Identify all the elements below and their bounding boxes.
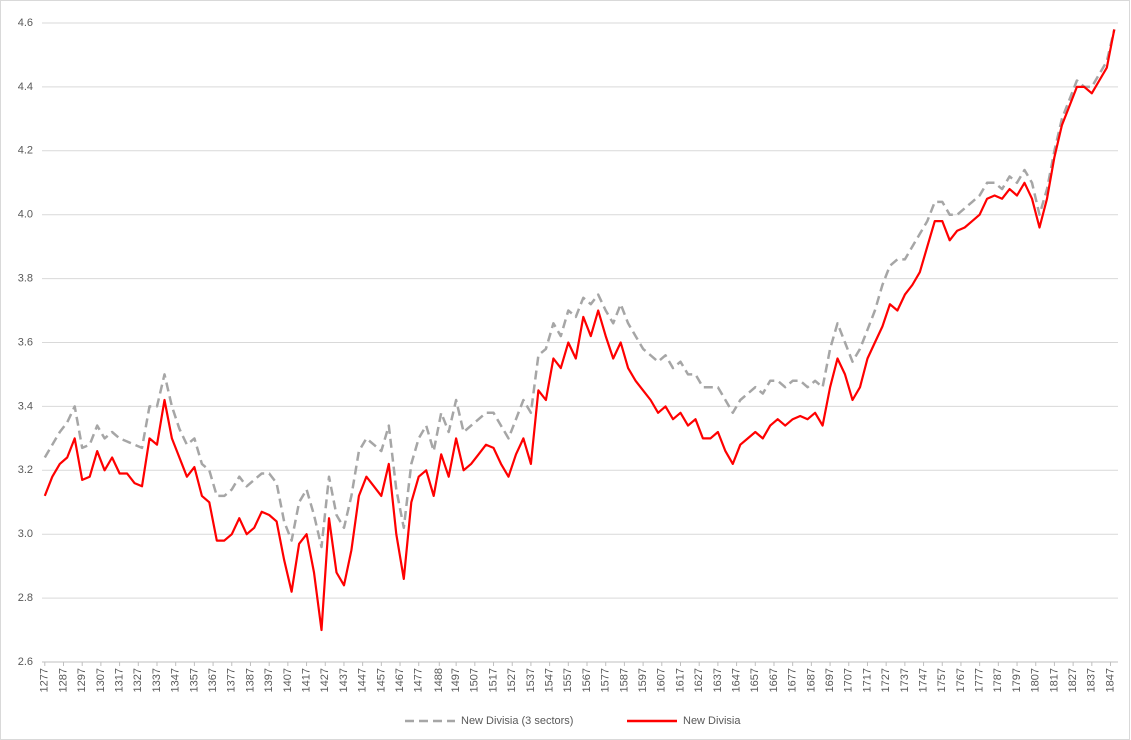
y-tick-label: 4.6 (18, 17, 33, 29)
x-tick-label: 1517 (487, 668, 499, 692)
x-tick-label: 1277 (39, 668, 51, 692)
x-tick-label: 1777 (974, 668, 986, 692)
x-tick-label: 1767 (955, 668, 967, 692)
y-tick-label: 3.0 (18, 528, 33, 540)
x-tick-label: 1647 (730, 668, 742, 692)
x-tick-label: 1557 (562, 668, 574, 692)
x-tick-label: 1817 (1048, 668, 1060, 692)
x-tick-label: 1327 (132, 668, 144, 692)
x-tick-label: 1747 (917, 668, 929, 692)
series-line (43, 29, 1116, 632)
x-tick-label: 1797 (1011, 668, 1023, 692)
x-tick-label: 1827 (1067, 668, 1079, 692)
x-tick-label: 1307 (95, 668, 107, 692)
x-tick-label: 1717 (861, 668, 873, 692)
x-tick-label: 1617 (674, 668, 686, 692)
x-tick-label: 1347 (170, 668, 182, 692)
x-tick-label: 1657 (749, 668, 761, 692)
y-tick-label: 3.8 (18, 273, 33, 285)
legend-label: New Divisia (3 sectors) (461, 715, 573, 727)
x-tick-label: 1427 (319, 668, 331, 692)
x-tick-label: 1537 (525, 668, 537, 692)
x-tick-label: 1357 (188, 668, 200, 692)
legend-label: New Divisia (683, 715, 741, 727)
x-tick-label: 1567 (581, 668, 593, 692)
x-tick-label: 1367 (207, 668, 219, 692)
y-tick-label: 3.6 (18, 336, 33, 348)
x-tick-label: 1297 (76, 668, 88, 692)
x-tick-label: 1607 (656, 668, 668, 692)
x-tick-label: 1687 (805, 668, 817, 692)
x-tick-label: 1507 (469, 668, 481, 692)
x-tick-label: 1467 (394, 668, 406, 692)
x-tick-label: 1377 (226, 668, 238, 692)
x-tick-label: 1547 (544, 668, 556, 692)
x-tick-label: 1437 (338, 668, 350, 692)
x-tick-label: 1497 (450, 668, 462, 692)
x-tick-label: 1587 (618, 668, 630, 692)
x-tick-label: 1697 (824, 668, 836, 692)
y-tick-label: 2.8 (18, 592, 33, 604)
y-tick-label: 4.2 (18, 145, 33, 157)
x-tick-label: 1727 (880, 668, 892, 692)
x-tick-label: 1407 (282, 668, 294, 692)
series-line (43, 29, 1116, 549)
x-tick-label: 1637 (712, 668, 724, 692)
x-tick-label: 1488 (433, 668, 445, 692)
x-tick-label: 1577 (600, 668, 612, 692)
x-tick-label: 1457 (375, 668, 387, 692)
y-tick-label: 4.0 (18, 209, 33, 221)
x-tick-label: 1837 (1086, 668, 1098, 692)
x-tick-label: 1527 (506, 668, 518, 692)
x-tick-label: 1597 (637, 668, 649, 692)
x-tick-label: 1387 (244, 668, 256, 692)
y-tick-label: 3.2 (18, 464, 33, 476)
x-tick-label: 1477 (413, 668, 425, 692)
x-tick-label: 1417 (300, 668, 312, 692)
x-tick-label: 1337 (151, 668, 163, 692)
x-tick-label: 1287 (57, 668, 69, 692)
x-tick-label: 1737 (899, 668, 911, 692)
y-tick-label: 3.4 (18, 400, 33, 412)
x-tick-label: 1707 (843, 668, 855, 692)
x-tick-label: 1677 (787, 668, 799, 692)
y-tick-label: 2.6 (18, 656, 33, 668)
x-tick-label: 1447 (357, 668, 369, 692)
x-tick-label: 1397 (263, 668, 275, 692)
x-tick-label: 1807 (1030, 668, 1042, 692)
x-tick-label: 1757 (936, 668, 948, 692)
x-tick-label: 1667 (768, 668, 780, 692)
x-tick-label: 1787 (992, 668, 1004, 692)
x-tick-label: 1317 (113, 668, 125, 692)
x-tick-label: 1847 (1104, 668, 1116, 692)
y-tick-label: 4.4 (18, 81, 33, 93)
x-tick-label: 1627 (693, 668, 705, 692)
